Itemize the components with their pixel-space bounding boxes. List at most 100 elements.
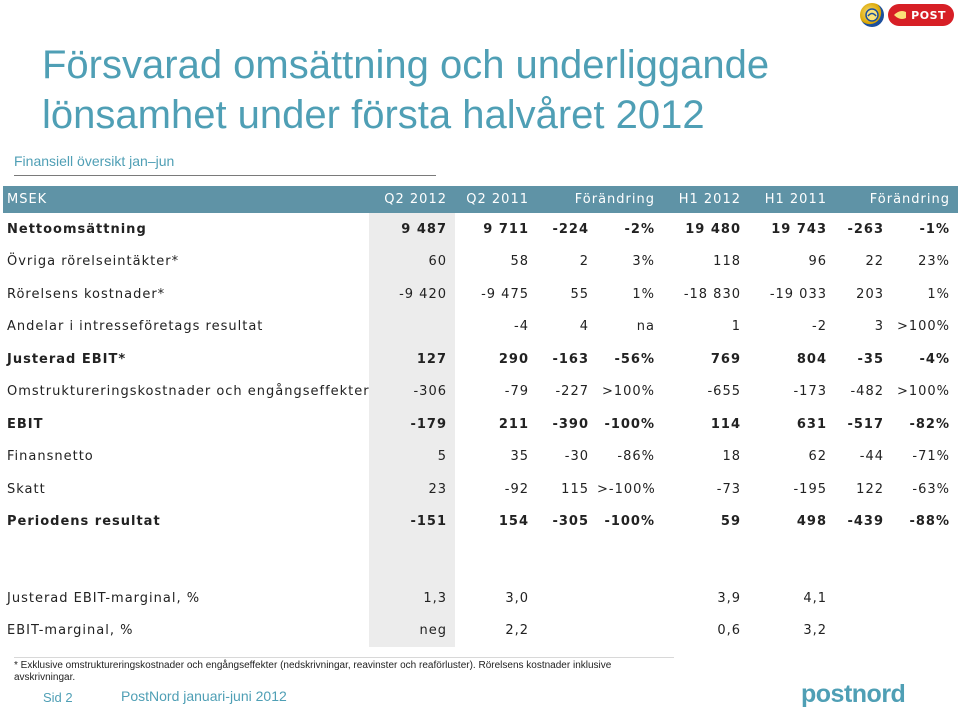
table-cell: 127 <box>369 343 455 376</box>
table-cell: neg <box>369 614 455 647</box>
table-cell: 0,6 <box>717 623 741 639</box>
table-cell: >100% <box>896 319 950 335</box>
table-cell: 60 <box>369 245 455 278</box>
table-cell: 115 <box>561 481 589 497</box>
table-row: Rörelsens kostnader* -9 420 -9 475 55 1% -18 … <box>3 278 958 311</box>
table-cell: 1 <box>731 319 741 335</box>
table-cell: 18 <box>722 449 741 465</box>
table-cell: -179 <box>369 408 455 441</box>
spacer-row <box>3 538 958 582</box>
table-cell <box>537 582 597 615</box>
table-cell: -517 <box>847 416 884 432</box>
spacer-cell <box>537 538 597 582</box>
header-change-q2: Förändring <box>574 192 655 207</box>
table-cell: 3,9 <box>717 590 741 606</box>
row-label: Finansnetto <box>7 449 94 465</box>
table-cell: -18 830 <box>683 286 741 302</box>
table-cell: 3 <box>874 319 884 335</box>
financial-overview-table: MSEK Q2 2012 Q2 2011 Förändring H1 2012 … <box>3 186 958 647</box>
table-cell: -390 <box>552 416 589 432</box>
table-cell: -482 <box>850 384 884 400</box>
table-cell: 122 <box>856 481 884 497</box>
table-cell: 5 <box>369 440 455 473</box>
table-cell: -151 <box>369 505 455 538</box>
spacer-cell <box>3 538 369 582</box>
table-cell <box>369 310 455 343</box>
table-cell: 3,0 <box>505 590 529 606</box>
header-q2-2011: Q2 2011 <box>466 192 529 207</box>
table-cell <box>892 615 958 648</box>
table-cell: -305 <box>552 514 589 530</box>
table-cell: -100% <box>604 514 655 530</box>
table-cell: 4,1 <box>803 590 827 606</box>
table-cell: -9 475 <box>481 286 529 302</box>
table-cell: 19 743 <box>771 221 827 237</box>
table-cell: 55 <box>570 286 589 302</box>
table-cell <box>892 582 958 615</box>
table-cell <box>597 615 663 648</box>
table-cell: 3% <box>632 254 655 270</box>
table-cell: 211 <box>498 416 529 432</box>
table-cell: -2% <box>624 221 655 237</box>
table-row: Övriga rörelseintäkter* 60 58 2 3% 118 96 22 23% <box>3 245 958 278</box>
table-row: Nettoomsättning 9 487 9 711 -224 -2% 19 480 19… <box>3 213 958 246</box>
row-label: Justerad EBIT-marginal, % <box>7 590 201 606</box>
table-cell: -224 <box>552 221 589 237</box>
table-cell: -1% <box>919 221 950 237</box>
header-logos: POST <box>860 3 954 27</box>
table-cell: -439 <box>847 514 884 530</box>
spacer-cell <box>455 538 537 582</box>
table-cell: -306 <box>369 375 455 408</box>
table-cell: 23 <box>369 473 455 506</box>
table-cell: 35 <box>510 449 529 465</box>
margin-row: EBIT-marginal, % neg 2,2 0,6 3,2 <box>3 614 958 648</box>
table-cell: 804 <box>796 351 827 367</box>
table-cell: -263 <box>847 221 884 237</box>
row-label: Övriga rörelseintäkter* <box>7 254 180 270</box>
table-cell: na <box>636 319 655 335</box>
table-cell: -163 <box>552 351 589 367</box>
row-label: EBIT <box>7 416 44 432</box>
row-label: Skatt <box>7 481 46 497</box>
table-cell: -79 <box>504 384 529 400</box>
postnord-logo: postnord <box>801 680 906 708</box>
header-h1-2011: H1 2011 <box>764 192 827 207</box>
table-cell: -73 <box>716 481 741 497</box>
table-cell: >-100% <box>597 481 656 497</box>
table-cell: -4 <box>514 319 529 335</box>
table-cell: -655 <box>707 384 741 400</box>
subtitle-divider <box>14 175 436 176</box>
table-cell <box>537 615 597 648</box>
table-cell: 9 711 <box>483 221 529 237</box>
header-q2-2012: Q2 2012 <box>384 192 447 207</box>
table-cell: 2,2 <box>505 623 529 639</box>
table-cell: 58 <box>510 254 529 270</box>
table-cell: -173 <box>793 384 827 400</box>
table-row: Justerad EBIT* 127 290 -163 -56% 769 804 -35 -4% <box>3 343 958 376</box>
table-cell: -100% <box>604 416 655 432</box>
footer-text: PostNord januari-juni 2012 <box>121 688 287 704</box>
table-cell: -92 <box>504 481 529 497</box>
spacer-cell <box>892 538 958 582</box>
post-horn-icon <box>894 11 907 19</box>
table-cell: 19 480 <box>685 221 741 237</box>
table-cell: 9 487 <box>369 213 455 246</box>
table-cell: >100% <box>896 384 950 400</box>
spacer-cell <box>597 538 663 582</box>
footnote: * Exklusive omstruktureringskostnader oc… <box>14 660 612 683</box>
table-row: Skatt 23 -92 115 >-100% -73 -195 122 -63% <box>3 473 958 506</box>
table-row: EBIT -179 211 -390 -100% 114 631 -517 -82% <box>3 408 958 441</box>
table-cell: 2 <box>579 254 589 270</box>
table-cell: -4% <box>919 351 950 367</box>
table-cell: 203 <box>856 286 884 302</box>
table-body: Nettoomsättning 9 487 9 711 -224 -2% 19 480 19… <box>3 213 958 647</box>
spacer-cell <box>749 538 835 582</box>
table-cell: -227 <box>555 384 589 400</box>
table-cell: 631 <box>796 416 827 432</box>
table-row: Finansnetto 5 35 -30 -86% 18 62 -44 -71% <box>3 440 958 473</box>
table-cell: 96 <box>808 254 827 270</box>
table-row: Andelar i intresseföretags resultat -4 4 na… <box>3 310 958 343</box>
margin-row: Justerad EBIT-marginal, % 1,3 3,0 3,9 4,1 <box>3 582 958 615</box>
row-label: Rörelsens kostnader* <box>7 286 166 302</box>
table-cell: 1,3 <box>369 582 455 615</box>
